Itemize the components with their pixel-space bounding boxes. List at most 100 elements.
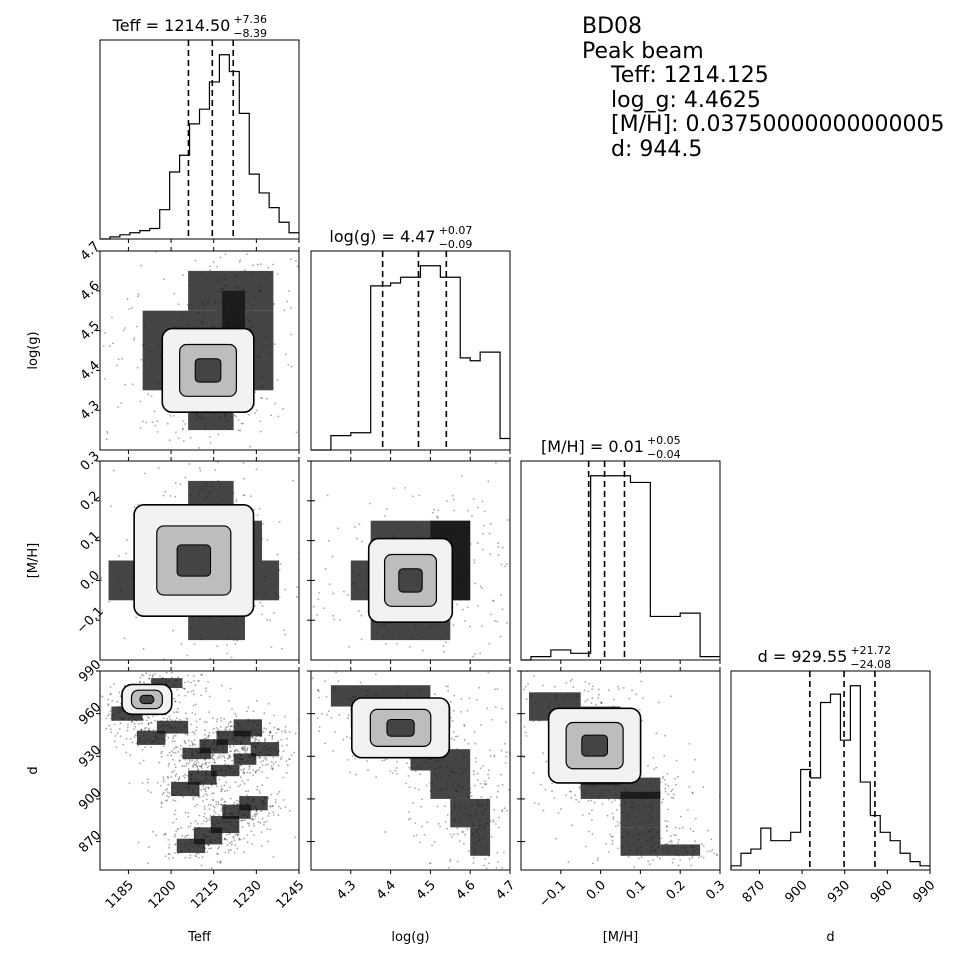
- scatter-point: [267, 840, 269, 843]
- scatter-point: [107, 698, 110, 701]
- scatter-point: [412, 305, 414, 307]
- scatter-point: [492, 600, 495, 603]
- scatter-point: [216, 720, 218, 723]
- scatter-point: [172, 857, 174, 859]
- scatter-point: [248, 822, 251, 825]
- scatter-point: [234, 781, 237, 783]
- scatter-point: [478, 686, 481, 689]
- scatter-point: [558, 507, 560, 509]
- scatter-point: [317, 689, 320, 692]
- scatter-point: [482, 533, 484, 535]
- scatter-point: [184, 776, 186, 779]
- scatter-point: [368, 378, 370, 380]
- scatter-point: [254, 770, 257, 773]
- scatter-point: [251, 736, 254, 739]
- scatter-point: [107, 601, 110, 603]
- scatter-point: [595, 703, 597, 706]
- scatter-point: [248, 765, 251, 767]
- scatter-point: [224, 851, 227, 854]
- scatter-point: [254, 738, 257, 741]
- scatter-point: [267, 726, 269, 728]
- density-block-d_teff: [233, 719, 263, 737]
- scatter-point: [229, 687, 232, 690]
- scatter-point: [330, 716, 333, 719]
- scatter-point: [318, 726, 321, 728]
- scatter-point: [461, 830, 464, 833]
- scatter-point: [642, 697, 644, 699]
- scatter-point: [666, 842, 668, 845]
- scatter-point: [253, 703, 255, 705]
- scatter-point: [235, 498, 238, 501]
- scatter-point: [182, 796, 185, 798]
- scatter-point: [201, 823, 203, 825]
- scatter-point: [367, 769, 369, 771]
- scatter-point: [241, 826, 244, 828]
- scatter-point: [248, 824, 251, 827]
- scatter-point: [290, 365, 293, 368]
- scatter-point: [524, 731, 527, 734]
- scatter-point: [335, 671, 337, 674]
- scatter-point: [405, 782, 407, 785]
- scatter-point: [283, 629, 285, 632]
- scatter-point: [278, 520, 281, 523]
- scatter-point: [224, 790, 226, 793]
- scatter-point: [617, 847, 619, 850]
- scatter-point: [281, 698, 283, 700]
- scatter-point: [284, 633, 287, 636]
- scatter-point: [550, 560, 552, 562]
- scatter-point: [212, 727, 215, 730]
- hist-title-lower-logg: −0.09: [439, 238, 473, 251]
- scatter-point: [493, 756, 496, 758]
- scatter-point: [106, 432, 109, 435]
- scatter-point: [286, 300, 289, 303]
- scatter-point: [477, 604, 479, 607]
- scatter-point: [203, 820, 206, 822]
- scatter-point: [282, 776, 285, 779]
- contour-inner-d_mh: [581, 734, 609, 757]
- scatter-point: [169, 495, 172, 497]
- scatter-point: [345, 283, 347, 285]
- scatter-point: [479, 767, 482, 770]
- scatter-point: [277, 740, 279, 743]
- scatter-point: [204, 762, 207, 765]
- scatter-point: [503, 851, 505, 854]
- scatter-point: [452, 624, 455, 626]
- scatter-point: [217, 728, 220, 731]
- scatter-point: [385, 758, 388, 760]
- scatter-point: [148, 677, 150, 680]
- scatter-point: [408, 646, 411, 648]
- scatter-point: [194, 684, 197, 687]
- scatter-point: [140, 722, 143, 725]
- scatter-point: [181, 428, 184, 430]
- scatter-point: [628, 697, 631, 700]
- scatter-point: [677, 838, 680, 841]
- scatter-point: [140, 358, 143, 361]
- scatter-point: [517, 701, 519, 703]
- scatter-point: [453, 833, 455, 836]
- scatter-point: [304, 745, 306, 747]
- scatter-point: [206, 766, 209, 769]
- scatter-point: [288, 689, 290, 691]
- scatter-point: [282, 750, 285, 753]
- scatter-point: [254, 737, 257, 740]
- scatter-point: [637, 857, 640, 860]
- info-mh: [M/H]: 0.03750000000000005: [611, 112, 945, 137]
- scatter-point: [187, 691, 190, 694]
- scatter-point: [163, 717, 165, 719]
- scatter-point: [128, 308, 131, 310]
- x-tick-label-teff: 1245: [273, 878, 307, 912]
- scatter-point: [281, 647, 283, 650]
- scatter-point: [264, 739, 266, 741]
- scatter-point: [146, 781, 149, 784]
- scatter-point: [240, 422, 243, 425]
- scatter-point: [178, 694, 181, 697]
- scatter-point: [246, 834, 249, 836]
- scatter-point: [663, 754, 666, 757]
- scatter-point: [518, 754, 520, 756]
- scatter-point: [611, 839, 614, 842]
- scatter-point: [277, 764, 280, 767]
- scatter-point: [212, 754, 215, 757]
- scatter-point: [295, 679, 297, 681]
- scatter-point: [65, 560, 67, 562]
